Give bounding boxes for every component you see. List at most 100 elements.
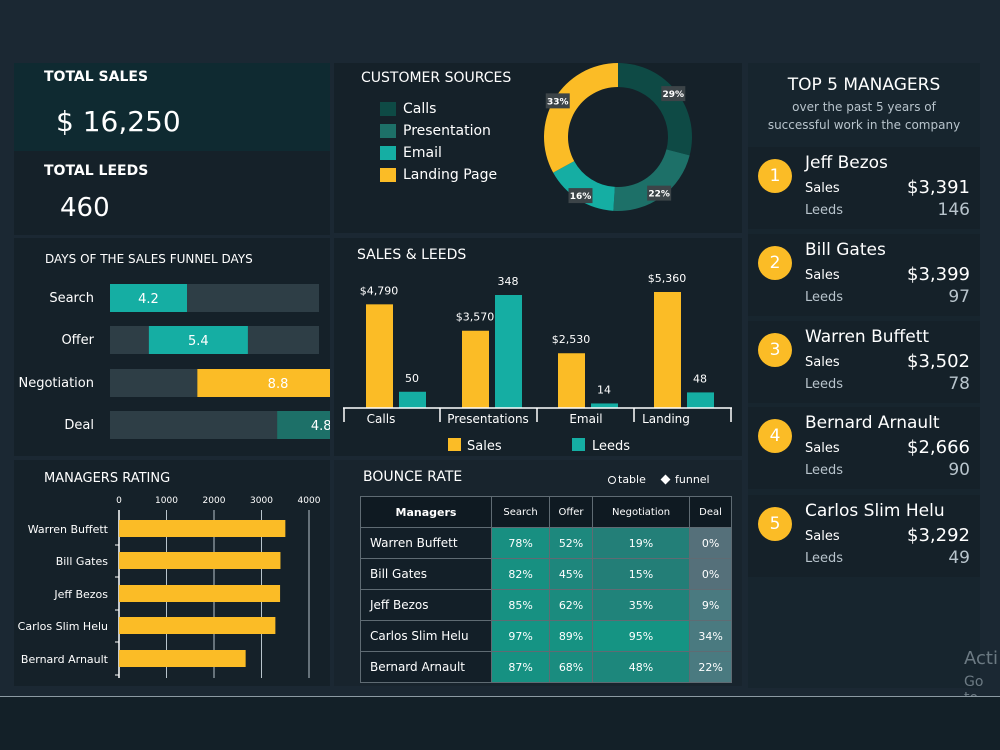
rating-category-label: Bernard Arnault <box>21 653 109 666</box>
customer-sources-donut: 29% 22% 16% 33% <box>544 63 692 211</box>
sales-category-label: Email <box>569 412 602 426</box>
table-cell-value: 95% <box>591 620 691 652</box>
legend-swatch-sales <box>448 438 461 451</box>
col-header-managers: Managers <box>360 496 492 528</box>
table-cell-value: 0% <box>689 527 732 559</box>
legend-label-sales: Sales <box>467 439 502 454</box>
manager-name: Jeff Bezos <box>805 153 888 173</box>
total-leeds-label: TOTAL LEEDS <box>44 163 149 179</box>
leeds-bar <box>687 392 714 408</box>
bounce-header-row: Managers Search Offer Negotiation Deal <box>360 496 732 528</box>
customer-sources-title: CUSTOMER SOURCES <box>361 70 512 86</box>
leeds-value-label: 348 <box>498 275 519 288</box>
rating-tick-label: 4000 <box>298 496 321 506</box>
donut-label: 22% <box>647 185 672 201</box>
managers-rating-panel: MANAGERS RATING 0 1000 2000 3000 4000 Warren … <box>14 460 330 686</box>
table-cell-value: 85% <box>490 589 551 621</box>
legend-swatch-leeds <box>572 438 585 451</box>
donut-label: 33% <box>545 93 570 109</box>
legend-label-presentation: Presentation <box>403 123 491 139</box>
rank-badge: 2 <box>758 246 792 280</box>
legend-swatch-email <box>380 146 396 160</box>
bounce-option-table[interactable]: table <box>608 473 646 486</box>
donut-label-bg <box>568 188 593 204</box>
managers-rating-title: MANAGERS RATING <box>44 471 171 486</box>
donut-slice-calls <box>618 63 692 156</box>
leeds-label: Leeds <box>805 551 844 566</box>
funnel-category-label: Search <box>49 291 94 306</box>
table-cell-value: 34% <box>689 620 732 652</box>
donut-label: 29% <box>661 86 686 102</box>
table-cell-value: 62% <box>549 589 593 621</box>
funnel-chart: Search 4.2 Offer 5.4 Negotiation 8.8 Deal 4.8 <box>18 284 330 439</box>
sales-label: Sales <box>805 441 840 456</box>
sales-label: Sales <box>805 355 840 370</box>
table-cell-manager: Bernard Arnault <box>360 651 492 683</box>
rating-tick-label: 3000 <box>250 496 273 506</box>
table-cell-manager: Jeff Bezos <box>360 589 492 621</box>
leeds-value-label: 48 <box>693 372 707 385</box>
rating-bar <box>119 650 246 667</box>
table-cell-value: 68% <box>549 651 593 683</box>
top-managers-title: TOP 5 MANAGERS <box>787 75 941 95</box>
col-header-search: Search <box>490 496 551 528</box>
donut-label-bg <box>545 93 570 109</box>
funnel-value-label: 8.8 <box>268 377 289 392</box>
rating-category-label: Bill Gates <box>56 555 109 568</box>
manager-card: 5 Carlos Slim Helu Sales $3,292 Leeds 49 <box>748 495 980 577</box>
legend-item-calls: Calls <box>380 98 497 120</box>
legend-label-landing-page: Landing Page <box>403 167 498 183</box>
table-cell-manager: Bill Gates <box>360 558 492 590</box>
leeds-value-label: 50 <box>405 372 419 385</box>
rank-badge: 5 <box>758 507 792 541</box>
funnel-title: DAYS OF THE SALES FUNNEL DAYS <box>45 252 253 266</box>
rating-bar <box>119 617 276 634</box>
leeds-bar <box>591 403 618 408</box>
table-cell-value: 89% <box>549 620 593 652</box>
manager-card: 4 Bernard Arnault Sales $2,666 Leeds 90 <box>748 407 980 489</box>
legend-swatch-calls <box>380 102 396 116</box>
leeds-value: 146 <box>937 200 970 220</box>
legend-label-calls: Calls <box>403 101 437 117</box>
sales-value: $3,399 <box>907 264 970 285</box>
funnel-value-label: 5.4 <box>188 334 209 349</box>
leeds-value: 90 <box>948 460 970 480</box>
rating-category-label: Carlos Slim Helu <box>18 620 108 633</box>
table-row: Bernard Arnault 87% 68% 48% 22% <box>360 651 732 683</box>
sales-label: Sales <box>805 181 840 196</box>
legend-item-landing-page: Landing Page <box>380 164 497 186</box>
radio-icon[interactable] <box>608 475 616 484</box>
sales-leeds-panel: SALES & LEEDS $4,790 50 $3,570 348 $2,530 14 $… <box>334 238 742 456</box>
sales-value: $3,292 <box>907 525 970 546</box>
sales-category-label: Landing <box>642 412 690 426</box>
table-cell-value: 15% <box>591 558 691 590</box>
funnel-bar <box>110 284 187 312</box>
donut-slice-email <box>553 161 615 211</box>
table-row: Warren Buffett 78% 52% 19% 0% <box>360 527 732 559</box>
sales-value: $3,391 <box>907 177 970 198</box>
funnel-bar <box>277 411 330 439</box>
manager-card: 2 Bill Gates Sales $3,399 Leeds 97 <box>748 234 980 316</box>
table-cell-value: 9% <box>689 589 732 621</box>
radio-selected-icon[interactable] <box>660 474 671 485</box>
col-header-offer: Offer <box>549 496 593 528</box>
sales-bar <box>654 292 681 408</box>
rating-bar <box>119 585 281 602</box>
funnel-category-label: Deal <box>64 418 94 433</box>
bottom-strip <box>0 697 1000 750</box>
sales-leeds-chart: $4,790 50 $3,570 348 $2,530 14 $5,360 48 Calls Pr… <box>343 272 732 454</box>
leeds-label: Leeds <box>805 290 844 305</box>
bounce-option-funnel[interactable]: funnel <box>660 473 710 486</box>
table-cell-value: 0% <box>689 558 732 590</box>
sales-value-label: $5,360 <box>648 272 687 285</box>
rating-tick-label: 0 <box>116 496 122 506</box>
bounce-option-funnel-label: funnel <box>675 473 710 486</box>
leeds-value-label: 14 <box>597 383 611 396</box>
rank-badge: 1 <box>758 159 792 193</box>
legend-swatch-landing-page <box>380 168 396 182</box>
sales-value-label: $3,570 <box>456 311 495 324</box>
bounce-option-table-label: table <box>618 473 646 486</box>
col-header-negotiation: Negotiation <box>591 496 691 528</box>
table-row: Bill Gates 82% 45% 15% 0% <box>360 558 732 590</box>
total-sales-card: TOTAL SALES $ 16,250 <box>14 63 330 151</box>
